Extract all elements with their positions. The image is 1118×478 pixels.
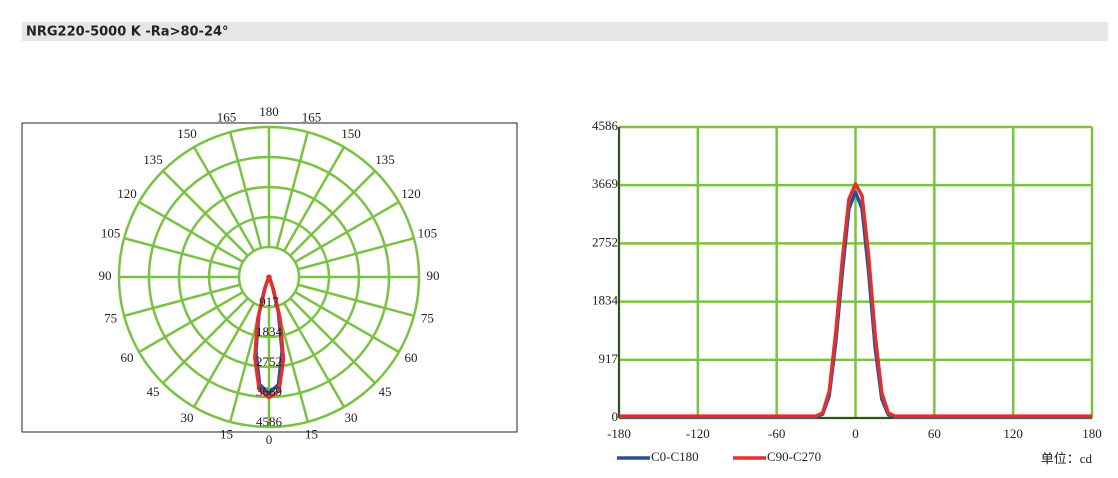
angle-label: 15 (220, 426, 233, 441)
radial-label: 1834 (256, 324, 283, 339)
angle-label: 60 (120, 350, 133, 365)
radial-label: 3669 (256, 384, 282, 399)
angle-label: 60 (405, 350, 418, 365)
grid-spoke (282, 302, 346, 408)
angle-label: 30 (345, 410, 358, 425)
polar-frame (21, 122, 518, 433)
grid-spoke (138, 290, 244, 354)
line-series (619, 182, 1092, 418)
grid-spoke (123, 283, 241, 318)
angle-label: 135 (375, 152, 395, 167)
angle-label: 120 (117, 186, 137, 201)
radial-label: 4586 (256, 414, 283, 429)
grid-spoke (294, 200, 400, 264)
grid-spoke (297, 236, 415, 271)
angle-label: 105 (101, 226, 121, 241)
angle-label: 105 (418, 226, 438, 241)
angle-label: 180 (259, 104, 279, 119)
angle-label: 150 (341, 126, 361, 141)
unit-label: 单位：cd (1041, 451, 1093, 466)
angle-label: 165 (302, 110, 322, 125)
radial-label: 917 (259, 294, 279, 309)
grid-spoke (228, 131, 263, 249)
grid-spoke (289, 170, 376, 257)
grid-spoke (192, 146, 256, 252)
x-tick-label: -180 (607, 426, 631, 441)
grid-spoke (294, 290, 400, 354)
angle-label: 15 (305, 426, 318, 441)
grid-spoke (289, 297, 376, 384)
x-tick-label: -60 (768, 426, 785, 441)
x-tick-label: 120 (1003, 426, 1023, 441)
y-tick-label: 2752 (592, 234, 618, 249)
angle-label: 120 (401, 186, 421, 201)
grid-spoke (275, 131, 310, 249)
y-tick-label: 1834 (592, 293, 619, 308)
polar-curve (253, 274, 286, 400)
legend-label: C90-C270 (767, 449, 821, 464)
angle-label: 90 (427, 268, 440, 283)
angle-label: 75 (421, 310, 434, 325)
angle-label: 165 (217, 110, 237, 125)
y-tick-label: 0 (612, 409, 619, 424)
grid-spoke (297, 283, 415, 318)
angle-label: 0 (266, 432, 273, 447)
angle-label: 45 (378, 384, 391, 399)
angle-label: 135 (143, 152, 163, 167)
y-tick-label: 3669 (592, 176, 618, 191)
grid-spoke (282, 146, 346, 252)
x-tick-label: 0 (852, 426, 859, 441)
y-tick-label: 4586 (592, 118, 619, 133)
x-tick-label: 180 (1082, 426, 1102, 441)
grid-spoke (192, 302, 256, 408)
page-title: NRG220-5000 K -Ra>80-24° (26, 25, 229, 40)
grid-spoke (138, 200, 244, 264)
grid-spoke (123, 236, 241, 271)
title-bar (22, 22, 1108, 41)
angle-label: 45 (147, 384, 160, 399)
legend-label: C0-C180 (651, 449, 699, 464)
angle-label: 90 (99, 268, 112, 283)
grid-spoke (162, 170, 249, 257)
radial-label: 2752 (256, 354, 282, 369)
angle-label: 30 (181, 410, 194, 425)
y-tick-label: 917 (599, 351, 619, 366)
grid-spoke (162, 297, 249, 384)
angle-label: 75 (104, 310, 117, 325)
x-tick-label: -120 (686, 426, 710, 441)
x-tick-label: 60 (928, 426, 941, 441)
angle-label: 150 (177, 126, 197, 141)
